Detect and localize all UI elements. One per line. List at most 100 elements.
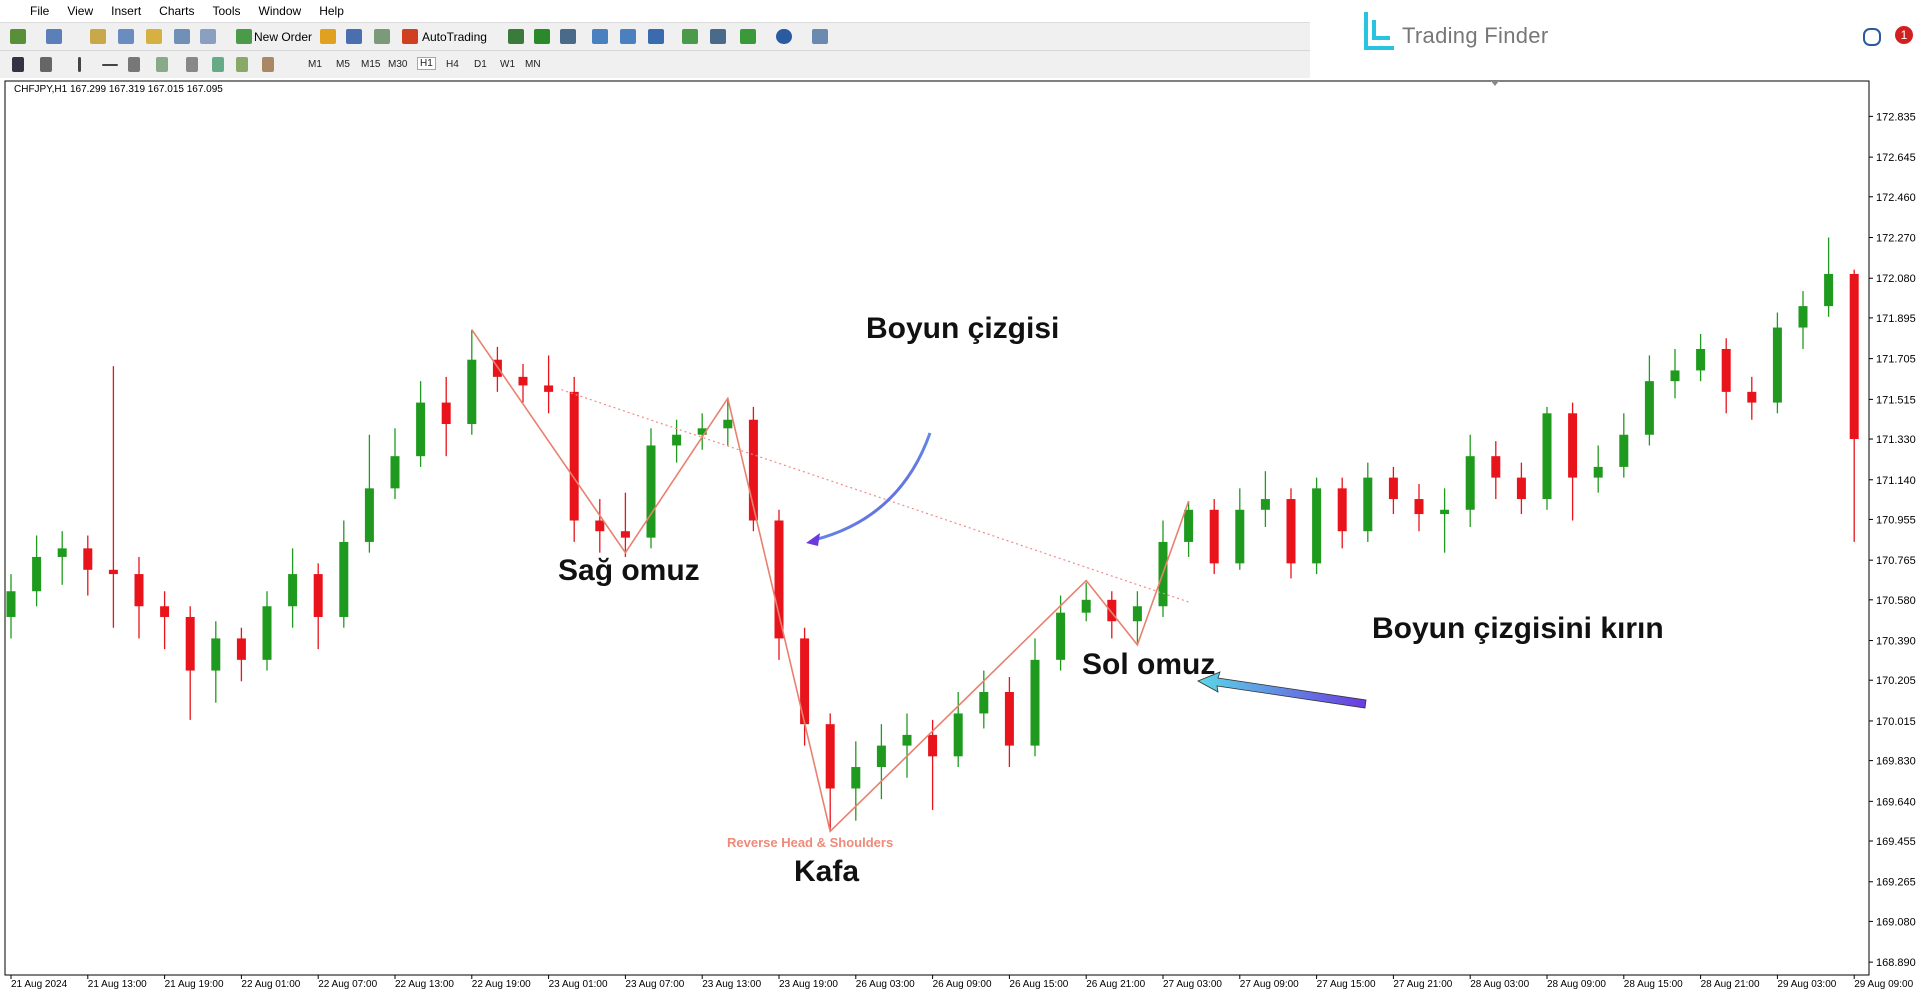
icon[interactable] <box>346 29 362 44</box>
candle-body <box>134 574 144 607</box>
menu-item[interactable]: File <box>30 4 50 18</box>
y-tick-label: 171.140 <box>1876 475 1916 487</box>
candle-body <box>313 574 323 617</box>
candle-body <box>1184 509 1194 542</box>
menu-item[interactable]: Charts <box>159 4 195 18</box>
icon[interactable] <box>402 29 418 44</box>
timeframe[interactable]: H1 <box>417 57 436 70</box>
brand-name: Trading Finder <box>1402 23 1549 48</box>
annotation: Kafa <box>794 855 860 888</box>
notification-badge[interactable]: 1 <box>1895 26 1913 44</box>
menu-item[interactable]: Help <box>319 4 344 18</box>
icon[interactable] <box>534 29 550 44</box>
symbol-info: CHFJPY,H1 167.299 167.319 167.015 167.09… <box>14 84 223 95</box>
icon[interactable] <box>592 29 608 44</box>
shift-marker <box>1491 81 1499 86</box>
icon[interactable] <box>40 57 52 72</box>
candle-body <box>32 556 42 592</box>
icon[interactable] <box>156 57 168 72</box>
icon[interactable] <box>508 29 524 44</box>
icon[interactable] <box>10 29 26 44</box>
candle-body <box>697 428 707 435</box>
new-order[interactable]: New Order <box>254 30 313 44</box>
y-tick-label: 172.270 <box>1876 233 1916 245</box>
timeframe[interactable]: D1 <box>474 59 487 70</box>
y-tick-label: 168.890 <box>1876 957 1916 969</box>
y-tick-label: 171.895 <box>1876 313 1916 325</box>
x-tick-label: 29 Aug 09:00 <box>1854 979 1913 990</box>
candle-body <box>83 548 93 570</box>
y-tick-label: 170.205 <box>1876 675 1916 687</box>
pattern-label: Reverse Head & Shoulders <box>727 835 894 850</box>
icon[interactable] <box>12 57 24 72</box>
menu-item[interactable]: Insert <box>111 4 142 18</box>
icon[interactable] <box>118 29 134 44</box>
candle-body <box>1491 456 1501 478</box>
icon[interactable] <box>46 29 62 44</box>
y-tick-label: 169.830 <box>1876 756 1916 768</box>
icon[interactable] <box>374 29 390 44</box>
annotation: Sol omuz <box>1082 648 1216 681</box>
candle-body <box>160 606 170 617</box>
icon[interactable] <box>236 29 252 44</box>
x-tick-label: 26 Aug 15:00 <box>1009 979 1068 990</box>
y-tick-label: 171.515 <box>1876 394 1916 406</box>
icon[interactable] <box>710 29 726 44</box>
x-tick-label: 23 Aug 01:00 <box>549 979 608 990</box>
x-tick-label: 26 Aug 03:00 <box>856 979 915 990</box>
icon[interactable] <box>776 29 792 44</box>
icon[interactable] <box>212 57 224 72</box>
x-tick-label: 29 Aug 03:00 <box>1777 979 1836 990</box>
candle-body <box>416 402 426 457</box>
icon[interactable] <box>320 29 336 44</box>
timeframe[interactable]: M15 <box>361 59 381 70</box>
y-tick-label: 171.705 <box>1876 354 1916 366</box>
icon[interactable] <box>102 64 118 66</box>
icon[interactable] <box>682 29 698 44</box>
x-tick-label: 28 Aug 21:00 <box>1701 979 1760 990</box>
x-tick-label: 23 Aug 13:00 <box>702 979 761 990</box>
candle-body <box>1747 391 1757 403</box>
icon[interactable] <box>200 29 216 44</box>
timeframe[interactable]: MN <box>525 59 541 70</box>
timeframe[interactable]: W1 <box>500 59 515 70</box>
y-tick-label: 172.460 <box>1876 192 1916 204</box>
timeframe[interactable]: M30 <box>388 59 408 70</box>
timeframe[interactable]: H4 <box>446 59 459 70</box>
menu-item[interactable]: Tools <box>212 4 241 18</box>
menu-item[interactable]: Window <box>258 4 302 18</box>
icon[interactable] <box>620 29 636 44</box>
icon[interactable] <box>90 29 106 44</box>
candle-body <box>339 541 349 617</box>
icon[interactable] <box>236 57 248 72</box>
icon[interactable] <box>740 29 756 44</box>
candle-body <box>1798 306 1808 328</box>
autotrading[interactable]: AutoTrading <box>422 30 487 44</box>
icon[interactable] <box>812 29 828 44</box>
icon[interactable] <box>560 29 576 44</box>
menu-item[interactable]: View <box>67 4 94 18</box>
icon[interactable] <box>128 57 140 72</box>
annotation: Sağ omuz <box>558 554 700 587</box>
icon[interactable] <box>146 29 162 44</box>
candle-body <box>1465 456 1475 510</box>
candle-body <box>1516 477 1526 500</box>
candle-body <box>1312 488 1322 564</box>
y-tick-label: 169.640 <box>1876 796 1916 808</box>
icon[interactable] <box>186 57 198 72</box>
timeframe[interactable]: M5 <box>336 59 350 70</box>
candle-body <box>1619 434 1629 467</box>
y-tick-label: 170.015 <box>1876 716 1916 728</box>
icon[interactable] <box>648 29 664 44</box>
candle-body <box>1388 477 1398 500</box>
search-icon[interactable] <box>1863 28 1881 46</box>
candle-body <box>774 520 784 639</box>
x-tick-label: 22 Aug 01:00 <box>241 979 300 990</box>
candle-body <box>1772 327 1782 403</box>
icon[interactable] <box>174 29 190 44</box>
icon[interactable] <box>78 57 81 72</box>
candle-body <box>6 591 16 617</box>
timeframe[interactable]: M1 <box>308 59 322 70</box>
icon[interactable] <box>262 57 274 72</box>
candle-body <box>1542 413 1552 500</box>
